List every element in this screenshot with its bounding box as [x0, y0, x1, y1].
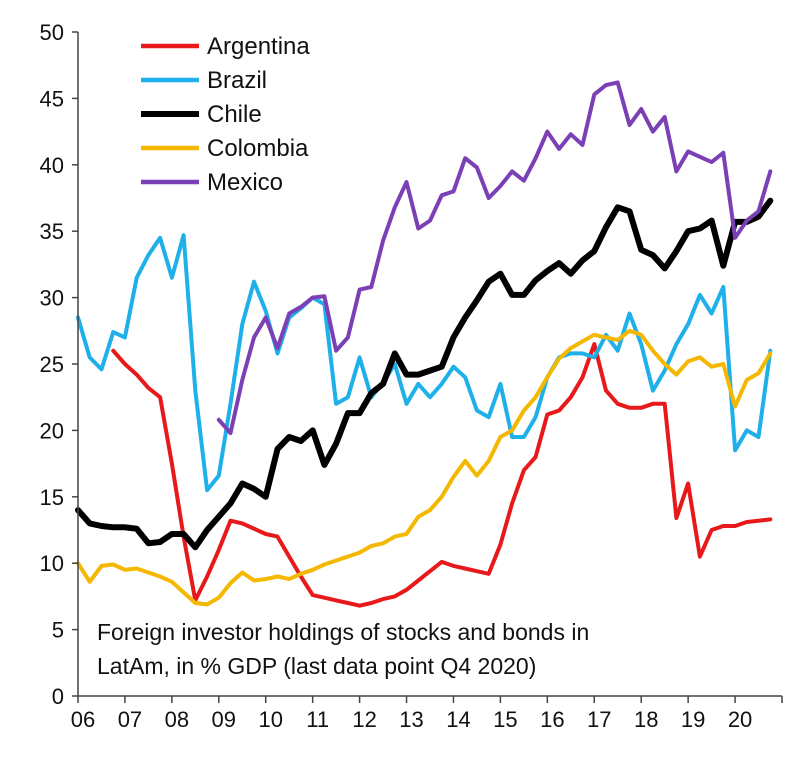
x-tick-label: 14 — [446, 707, 470, 732]
y-tick-label: 40 — [40, 153, 64, 178]
y-tick-label: 20 — [40, 418, 64, 443]
y-tick-label: 5 — [52, 618, 64, 643]
x-tick-label: 11 — [306, 707, 329, 732]
x-tick-label: 08 — [165, 707, 189, 732]
x-tick-label: 16 — [540, 707, 564, 732]
x-tick-label: 09 — [212, 707, 236, 732]
legend-label-mexico: Mexico — [207, 169, 283, 196]
legend-label-argentina: Argentina — [207, 33, 310, 60]
y-tick-label: 15 — [40, 485, 64, 510]
x-tick-label: 15 — [493, 707, 517, 732]
annotation-line-2: LatAm, in % GDP (last data point Q4 2020… — [97, 653, 536, 679]
y-tick-label: 35 — [40, 219, 64, 244]
y-tick-label: 10 — [40, 551, 64, 576]
legend-label-chile: Chile — [207, 101, 262, 128]
x-tick-label: 10 — [258, 707, 282, 732]
series-lines — [75, 80, 774, 608]
y-tick-label: 25 — [40, 352, 64, 377]
y-tick-label: 45 — [40, 86, 64, 111]
x-tick-label: 12 — [352, 707, 376, 732]
legend-label-colombia: Colombia — [207, 135, 309, 162]
series-line-mexico — [216, 80, 773, 436]
y-tick-label: 50 — [40, 20, 64, 45]
legend-label-brazil: Brazil — [207, 67, 267, 94]
x-tick-label: 19 — [681, 707, 705, 732]
series-line-argentina — [111, 342, 773, 608]
series-line-chile — [75, 197, 774, 551]
x-tick-label: 18 — [634, 707, 658, 732]
series-line-colombia — [76, 328, 773, 607]
y-tick-label: 0 — [52, 684, 64, 709]
axes: 0 5 10 15 20 25 30 35 40 45 50 06 07 08 09 10 11 12 13 14 15… — [40, 20, 783, 732]
x-tick-label: 13 — [399, 707, 423, 732]
x-tick-label: 07 — [118, 707, 142, 732]
annotation-line-1: Foreign investor holdings of stocks and … — [97, 619, 589, 645]
legend: Argentina Brazil Chile Colombia Mexico — [141, 33, 310, 196]
x-tick-label: 17 — [587, 707, 611, 732]
series-line-brazil — [76, 233, 773, 493]
x-tick-label: 20 — [728, 707, 752, 732]
y-tick-label: 30 — [40, 286, 64, 311]
x-tick-label: 06 — [71, 707, 95, 732]
